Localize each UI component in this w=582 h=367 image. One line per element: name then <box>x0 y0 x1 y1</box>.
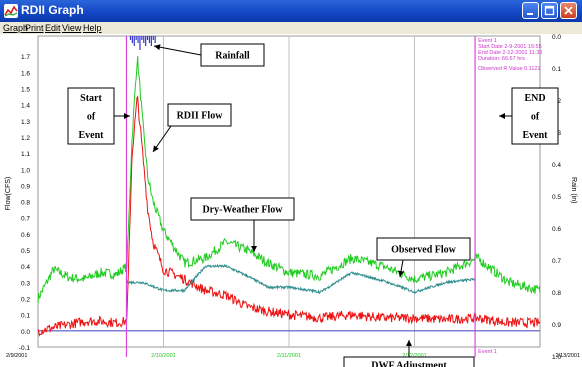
y-tick-label: 0.4 <box>21 264 30 271</box>
start-event-text: of <box>87 112 96 123</box>
x-tick-label: 2/12/2001 <box>402 353 426 359</box>
observed-text: Observed Flow <box>391 245 456 256</box>
y-tick-label: 0.9 <box>21 183 30 190</box>
y2-axis-label: Rain (in) <box>570 177 577 203</box>
rainfall-arrowhead <box>154 44 161 51</box>
y2-tick-label: 0.4 <box>552 162 561 169</box>
end-event-text: Event <box>523 130 549 141</box>
series-rdii-flow <box>37 95 541 337</box>
maximize-icon <box>544 5 555 16</box>
y-tick-label: 1.6 <box>21 70 30 77</box>
end-event-text: END <box>524 93 545 104</box>
app-icon <box>4 4 18 18</box>
rainfall-text: Rainfall <box>215 51 250 62</box>
rainfall-arrow <box>153 45 202 56</box>
y-tick-label: 0.6 <box>21 232 30 239</box>
dwf-text: Dry-Weather Flow <box>202 205 283 216</box>
end-event-box <box>511 87 559 145</box>
y-tick-label: 0.5 <box>21 248 30 255</box>
y-tick-label: 0.3 <box>21 280 30 287</box>
y2-tick-label: 0.5 <box>552 194 561 201</box>
y2-tick-label: 0.7 <box>552 258 561 265</box>
start-event-box <box>67 87 115 145</box>
observed-r-value: Observed R Value 0.1122 <box>478 66 540 72</box>
event-start-date: Start Date 2-9-2001 16:55 <box>478 44 542 50</box>
y-axis-label: Flow(CFS) <box>5 177 12 210</box>
observed-arrowhead <box>398 270 404 277</box>
x-tick-label: 2/13/2001 <box>556 353 580 359</box>
series-dry-weather-flow <box>126 263 476 295</box>
menu-bar: Graph Print Edit View Help <box>0 22 582 34</box>
rdii-arrowhead <box>153 145 159 152</box>
close-button[interactable] <box>560 2 577 19</box>
menu-print[interactable]: Print <box>25 23 44 33</box>
minimize-icon <box>527 13 533 15</box>
window-title: RDII Graph <box>21 3 84 17</box>
x-tick-label: 2/10/2001 <box>151 353 175 359</box>
menu-edit[interactable]: Edit <box>45 23 61 33</box>
y-tick-label: 1.7 <box>21 54 30 61</box>
dwf-arrowhead <box>251 246 257 252</box>
y-tick-label: 1.5 <box>21 86 30 93</box>
observed-box <box>376 237 471 261</box>
start-event-text: Start <box>80 93 102 104</box>
rdii-box <box>167 103 232 127</box>
y2-tick-label: 0.9 <box>552 322 561 329</box>
y-tick-label: 0.8 <box>21 200 30 207</box>
end-event-arrowhead <box>499 113 505 119</box>
y2-tick-label: 0.8 <box>552 290 561 297</box>
menu-graph[interactable]: Graph <box>3 23 29 33</box>
rdii-chart: 1.7 1.6 1.5 1.4 1.3 1.2 1.1 1.0 0.9 0.8 0.7 0.6 0.5 0… <box>5 34 580 367</box>
y2-tick-label: 0.1 <box>552 66 561 73</box>
rdii-text: RDII Flow <box>177 111 224 122</box>
y-tick-label: 1.0 <box>21 167 30 174</box>
y-tick-label: 0.7 <box>21 216 30 223</box>
y-tick-label: 1.1 <box>21 151 30 158</box>
y-tick-label: 0.1 <box>21 313 30 320</box>
event-duration: Duration: 66.67 hrs <box>478 56 525 62</box>
y-tick-label: 1.2 <box>21 135 30 142</box>
y-tick-label: 0.2 <box>21 297 30 304</box>
menu-help[interactable]: Help <box>83 23 102 33</box>
y-tick-label: 0.0 <box>21 329 30 336</box>
event-bottom-label: Event 1 <box>478 349 497 355</box>
y-tick-label: 1.4 <box>21 103 30 110</box>
dwf-box <box>190 197 295 221</box>
start-event-arrowhead <box>124 113 130 119</box>
end-event-text: of <box>531 112 540 123</box>
minimize-button[interactable] <box>522 2 539 19</box>
dwf-adj-arrowhead <box>406 340 412 346</box>
event-name: Event 1 <box>478 38 497 44</box>
close-icon <box>564 6 573 15</box>
y-tick-label: -0.1 <box>19 345 31 352</box>
menu-view[interactable]: View <box>62 23 82 33</box>
x-tick-label: 2/11/2001 <box>277 353 301 359</box>
y2-tick-label: 1.0 <box>552 354 561 361</box>
maximize-button[interactable] <box>541 2 558 19</box>
y-tick-label: 1.3 <box>21 119 30 126</box>
x-tick-label: 2/9/2001 <box>6 353 27 359</box>
plot-area: 1.7 1.6 1.5 1.4 1.3 1.2 1.1 1.0 0.9 0.8 0.7 0.6 0.5 0… <box>0 34 582 367</box>
series-observed-flow <box>37 56 541 304</box>
dwf-adj-text: DWF Adjustment <box>371 361 447 367</box>
event-end-date: End Date 2-12-2001 11:35 <box>478 50 542 56</box>
start-event-text: Event <box>79 130 105 141</box>
y2-tick-label: 0.0 <box>552 34 561 41</box>
y2-tick-label: 0.6 <box>552 226 561 233</box>
title-bar[interactable]: RDII Graph <box>0 0 582 22</box>
